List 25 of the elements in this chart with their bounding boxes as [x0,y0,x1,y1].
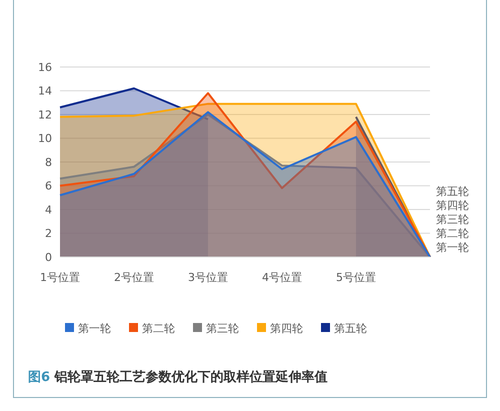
legend-label: 第二轮 [142,322,175,335]
y-tick-label: 10 [38,132,52,146]
text: 第二轮 [436,227,469,240]
legend-label: 第一轮 [78,322,111,335]
y-tick-label: 0 [45,250,52,264]
y-tick-label: 2 [45,227,52,240]
x-tick-label: 1号位置 [40,270,80,284]
y-tick-label: 6 [45,180,52,193]
legend-label: 第三轮 [206,322,239,335]
text: 图6 铝轮罩五轮工艺参数优化下的取样位置延伸率值 [28,370,328,385]
legend-label: 第五轮 [334,322,367,335]
x-tick-label: 2号位置 [114,270,154,284]
x-tick-label: 5号位置 [336,270,376,284]
y-tick-label: 12 [38,108,52,122]
y-tick-label: 14 [38,84,52,98]
text: 第四轮 [436,199,469,212]
y-tick-label: 16 [38,60,52,74]
y-tick-label: 4 [45,203,52,216]
text: 第五轮 [436,185,469,198]
text: 第三轮 [436,213,469,226]
legend-label: 第四轮 [270,322,303,335]
x-tick-label: 4号位置 [262,270,302,284]
y-tick-label: 8 [45,156,52,169]
text: 第一轮 [436,241,469,254]
x-tick-label: 3号位置 [188,270,228,284]
